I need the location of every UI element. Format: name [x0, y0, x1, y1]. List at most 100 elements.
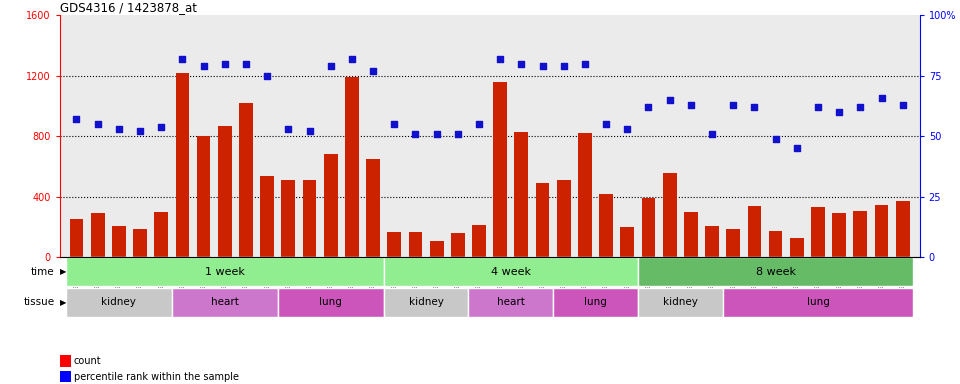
- Bar: [472, 225, 486, 257]
- Text: kidney: kidney: [409, 297, 444, 308]
- Point: [217, 61, 232, 67]
- Bar: [811, 207, 825, 257]
- Bar: [620, 227, 635, 257]
- Point: [662, 97, 678, 103]
- Bar: [727, 228, 740, 257]
- Point: [387, 121, 402, 127]
- Text: count: count: [74, 356, 102, 366]
- Bar: [637, 257, 913, 286]
- Text: ▶: ▶: [60, 298, 66, 307]
- Point: [535, 63, 550, 69]
- Bar: [896, 201, 910, 257]
- Bar: [155, 212, 168, 257]
- Bar: [112, 225, 126, 257]
- Bar: [260, 175, 274, 257]
- Point: [556, 63, 571, 69]
- Bar: [599, 194, 613, 257]
- Bar: [468, 288, 553, 317]
- Bar: [91, 214, 105, 257]
- Point: [492, 56, 508, 62]
- Bar: [345, 77, 359, 257]
- Point: [132, 128, 148, 134]
- Bar: [60, 356, 71, 367]
- Point: [154, 124, 169, 130]
- Text: percentile rank within the sample: percentile rank within the sample: [74, 372, 239, 382]
- Point: [196, 63, 211, 69]
- Text: 8 week: 8 week: [756, 266, 796, 277]
- Point: [874, 94, 889, 101]
- Bar: [324, 154, 338, 257]
- Bar: [60, 371, 71, 382]
- Text: kidney: kidney: [102, 297, 136, 308]
- Bar: [197, 136, 210, 257]
- Point: [450, 131, 466, 137]
- Point: [810, 104, 826, 110]
- Bar: [384, 288, 468, 317]
- Point: [175, 56, 190, 62]
- Point: [895, 102, 910, 108]
- Bar: [66, 257, 384, 286]
- Text: lung: lung: [806, 297, 829, 308]
- Text: 4 week: 4 week: [491, 266, 531, 277]
- Point: [366, 68, 381, 74]
- Bar: [853, 211, 867, 257]
- Bar: [388, 232, 401, 257]
- Bar: [451, 233, 465, 257]
- Bar: [133, 228, 147, 257]
- Text: GDS4316 / 1423878_at: GDS4316 / 1423878_at: [60, 1, 197, 14]
- Text: kidney: kidney: [662, 297, 698, 308]
- Bar: [66, 288, 172, 317]
- Point: [69, 116, 84, 122]
- Bar: [557, 180, 570, 257]
- Point: [429, 131, 444, 137]
- Bar: [641, 198, 656, 257]
- Bar: [706, 225, 719, 257]
- Text: heart: heart: [497, 297, 525, 308]
- Point: [111, 126, 127, 132]
- Point: [641, 104, 657, 110]
- Text: heart: heart: [211, 297, 239, 308]
- Point: [577, 61, 592, 67]
- Bar: [281, 180, 296, 257]
- Bar: [430, 241, 444, 257]
- Point: [238, 61, 253, 67]
- Bar: [176, 73, 189, 257]
- Point: [726, 102, 741, 108]
- Text: tissue: tissue: [24, 297, 55, 308]
- Bar: [536, 183, 549, 257]
- Bar: [302, 180, 317, 257]
- Point: [301, 128, 317, 134]
- Point: [90, 121, 106, 127]
- Bar: [218, 126, 231, 257]
- Bar: [790, 238, 804, 257]
- Bar: [239, 103, 252, 257]
- Bar: [172, 288, 277, 317]
- Bar: [69, 220, 84, 257]
- Bar: [277, 288, 384, 317]
- Bar: [409, 232, 422, 257]
- Bar: [684, 212, 698, 257]
- Point: [323, 63, 338, 69]
- Bar: [493, 82, 507, 257]
- Text: lung: lung: [584, 297, 607, 308]
- Point: [705, 131, 720, 137]
- Text: lung: lung: [320, 297, 342, 308]
- Bar: [662, 173, 677, 257]
- Bar: [748, 206, 761, 257]
- Text: 1 week: 1 week: [204, 266, 245, 277]
- Bar: [578, 133, 591, 257]
- Bar: [832, 213, 846, 257]
- Point: [280, 126, 296, 132]
- Bar: [384, 257, 637, 286]
- Point: [514, 61, 529, 67]
- Point: [852, 104, 868, 110]
- Point: [768, 136, 783, 142]
- Point: [408, 131, 423, 137]
- Point: [471, 121, 487, 127]
- Point: [747, 104, 762, 110]
- Bar: [875, 205, 888, 257]
- Bar: [553, 288, 637, 317]
- Bar: [515, 132, 528, 257]
- Point: [259, 73, 275, 79]
- Point: [598, 121, 613, 127]
